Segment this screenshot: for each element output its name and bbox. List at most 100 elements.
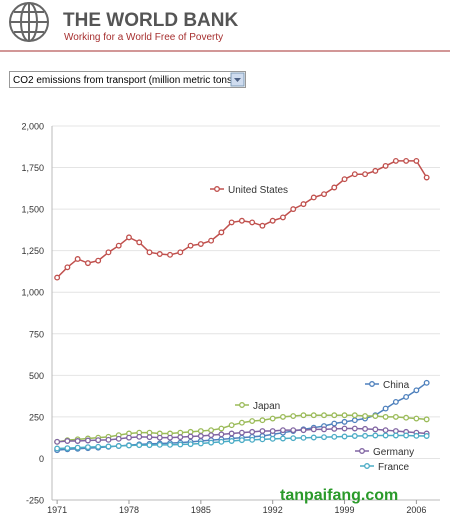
data-point [218,438,225,445]
data-point [351,412,358,419]
data-point [290,427,297,434]
data-point [403,157,410,164]
y-tick-label: 1,000 [21,288,44,298]
data-point [290,413,297,420]
data-point [197,241,204,247]
watermark: tanpaifang.com [280,487,398,504]
data-point [280,435,286,442]
data-point [331,184,338,191]
data-point [372,426,379,433]
data-point [156,441,163,448]
data-point [423,416,430,423]
legend-label: France [378,462,410,473]
data-point [84,437,91,444]
data-point [187,242,194,249]
data-point [208,432,215,439]
data-point [351,417,358,424]
legend-label: Japan [253,401,280,412]
data-point [362,413,369,420]
data-point [341,412,348,419]
data-point [74,438,81,444]
data-point [249,428,256,435]
dropdown[interactable]: CO2 emissions from transport (million me… [9,71,246,88]
data-point [74,256,81,262]
brand-subtitle: Working for a World Free of Poverty [64,32,223,43]
data-point [382,405,389,412]
logo [9,2,49,42]
data-point [331,412,338,419]
data-point [105,249,112,256]
data-point [84,260,91,267]
data-point [310,194,317,201]
data-point [413,432,420,439]
data-point [249,418,256,424]
data-point [218,431,225,438]
data-point [228,438,235,444]
data-point [177,249,184,256]
legend-marker [214,186,220,192]
data-point [136,442,143,449]
data-point [331,425,338,432]
data-point [331,433,338,440]
data-point [187,428,194,435]
y-tick-label: 1,500 [21,205,44,215]
data-point [95,437,102,444]
data-point [300,434,307,441]
data-point [228,219,235,226]
y-tick-label: 750 [29,329,44,339]
data-point [392,413,399,420]
y-tick-label: -250 [26,496,44,506]
data-point [392,398,399,405]
data-point [249,219,256,226]
data-point [54,445,61,452]
legend-label: Germany [373,447,414,458]
data-point [197,440,204,447]
data-point [208,237,215,244]
y-tick-label: 1,250 [21,246,44,256]
data-point [64,438,71,444]
data-point [177,441,184,448]
data-point [95,257,102,264]
data-point [115,443,122,449]
data-point [310,434,317,441]
data-point [280,427,286,434]
data-point [146,442,153,449]
data-point [423,379,430,386]
data-point [300,427,307,434]
data-point [259,428,266,434]
data-point [95,443,102,450]
data-point [259,222,266,229]
data-point [115,435,122,442]
data-point [218,425,225,432]
data-point [341,433,348,440]
data-point [392,432,399,439]
data-point [290,206,297,213]
dropdown-label: CO2 emissions from transport (million me… [13,75,235,86]
data-point [310,412,317,419]
brand-title: THE WORLD BANK [63,10,238,31]
data-point [331,420,338,427]
legend-label: China [383,380,410,391]
data-point [382,432,389,439]
data-point [290,435,297,442]
data-point [403,393,410,400]
plot: -250 0 250 500 750 1,000 1,250 1,500 1,750 2,000 1… [21,122,440,515]
data-point [310,426,317,433]
data-point [136,239,143,246]
data-point [54,438,61,445]
data-point [156,434,163,441]
data-point [167,441,173,448]
data-point [105,443,112,450]
x-tick-label: 1985 [191,505,211,515]
data-point [351,171,358,178]
data-point [362,425,369,432]
legend-marker [364,463,370,469]
data-point [259,436,266,443]
data-point [238,217,245,224]
data-point [146,434,153,441]
legend-marker [359,448,365,454]
data-point [382,162,389,169]
data-point [187,433,194,440]
